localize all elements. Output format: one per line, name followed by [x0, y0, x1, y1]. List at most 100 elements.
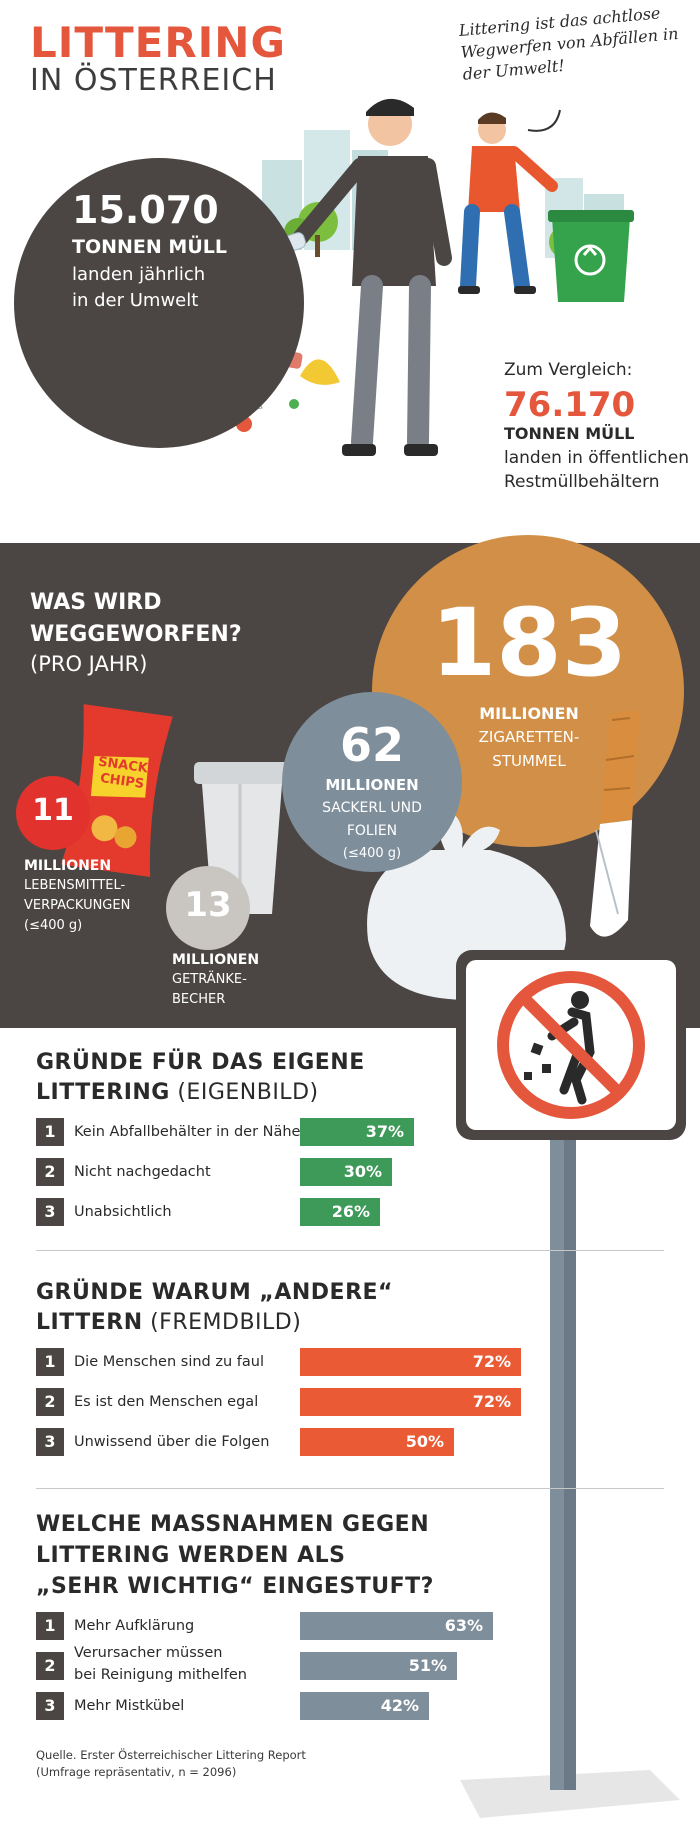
measures-title-line1: WELCHE MASSNAHMEN GEGEN: [36, 1512, 430, 1537]
reason-row: 2 Es ist den Menschen egal 72%: [36, 1388, 536, 1416]
rank-badge: 1: [36, 1612, 64, 1640]
reason-row: 3 Mehr Mistkübel 42%: [36, 1692, 536, 1720]
percentage-bar: 51%: [300, 1652, 457, 1680]
comparison-unit: TONNEN MÜLL: [504, 424, 635, 443]
percentage-bar: 50%: [300, 1428, 454, 1456]
cigarette-value: 183: [430, 589, 628, 698]
comparison-text-line2: Restmüllbehältern: [504, 472, 660, 492]
comparison-text-line1: landen in öffentlichen: [504, 448, 690, 468]
reason-label: Verursacher müssen: [74, 1645, 223, 1661]
person-grey-shirt: [247, 98, 452, 456]
food-packaging-stat-circle: [16, 776, 90, 850]
rank-badge: 3: [36, 1692, 64, 1720]
thrown-away-title-line2: WEGGEWORFEN?: [30, 622, 242, 647]
environment-stat-circle: [14, 158, 304, 448]
section-divider: [36, 1488, 664, 1489]
reason-label: Unabsichtlich: [74, 1204, 172, 1220]
litter-items-illustration: [61, 704, 640, 1000]
percentage-value: 72%: [472, 1392, 511, 1411]
rank-badge: 1: [36, 1118, 64, 1146]
bags-label-line4: (≤400 g): [342, 846, 402, 861]
cups-label-line2: GETRÄNKE-: [172, 972, 247, 987]
self-reasons-title-line1: GRÜNDE FÜR DAS EIGENE: [36, 1050, 365, 1075]
percentage-value: 30%: [343, 1162, 382, 1181]
rank-badge: 3: [36, 1428, 64, 1456]
source-line1: Quelle. Erster Österreichischer Litterin…: [36, 1748, 306, 1762]
chips-bag-icon: [61, 704, 173, 878]
comparison-label: Zum Vergleich:: [504, 360, 633, 380]
bags-label-line2: SACKERL UND: [322, 800, 422, 816]
recycling-bin-icon: [548, 210, 634, 302]
thrown-away-title-line1: WAS WIRD: [30, 590, 162, 615]
page-title: LITTERING: [30, 18, 286, 67]
no-littering-sign: [456, 950, 686, 1818]
rank-badge: 3: [36, 1198, 64, 1226]
rank-badge: 1: [36, 1348, 64, 1376]
littering-illustration: [140, 98, 634, 456]
rank-badge: 2: [36, 1652, 64, 1680]
environment-text-line2: in der Umwelt: [72, 290, 199, 311]
percentage-value: 37%: [365, 1122, 404, 1141]
self-reasons-title-line2: LITTERING (EIGENBILD): [36, 1080, 319, 1105]
food-packaging-value: 11: [32, 793, 74, 828]
reason-label: Kein Abfallbehälter in der Nähe: [74, 1124, 301, 1140]
reason-row: 3 Unabsichtlich 26%: [36, 1198, 536, 1226]
cigarette-label-line1: MILLIONEN: [479, 704, 579, 723]
definition-quote: Littering ist das achtlose Wegwerfen von…: [458, 3, 680, 84]
reason-label: Es ist den Menschen egal: [74, 1394, 259, 1410]
percentage-bar: 72%: [300, 1388, 521, 1416]
cigarette-icon: [590, 710, 640, 937]
cigarette-label-line2: ZIGARETTEN-: [478, 728, 580, 746]
page-subtitle: IN ÖSTERREICH: [30, 63, 277, 98]
percentage-bar: 63%: [300, 1612, 493, 1640]
bags-stat-circle: [282, 692, 462, 872]
rank-badge: 2: [36, 1388, 64, 1416]
reason-row: 1 Die Menschen sind zu faul 72%: [36, 1348, 536, 1376]
reason-label-line2: bei Reinigung mithelfen: [74, 1667, 247, 1683]
reason-label: Nicht nachgedacht: [74, 1164, 211, 1180]
cups-label-line1: MILLIONEN: [172, 952, 260, 968]
speech-pointer: [527, 109, 561, 132]
reason-label: Mehr Aufklärung: [74, 1618, 195, 1634]
reason-row: 2 Nicht nachgedacht 30%: [36, 1158, 536, 1186]
food-packaging-label-line3: VERPACKUNGEN: [24, 898, 131, 913]
other-reasons-title-line2: LITTERN (FREMDBILD): [36, 1310, 302, 1335]
environment-tonnage-unit: TONNEN MÜLL: [72, 236, 227, 258]
reason-row: 3 Unwissend über die Folgen 50%: [36, 1428, 536, 1456]
thrown-away-title-line3: (PRO JAHR): [30, 652, 148, 676]
measures-title-line3: „SEHR WICHTIG“ EINGESTUFT?: [36, 1574, 434, 1599]
cups-value: 13: [184, 885, 232, 925]
percentage-value: 26%: [331, 1202, 370, 1221]
reason-row: 1 Kein Abfallbehälter in der Nähe 37%: [36, 1118, 536, 1146]
percentage-bar: 37%: [300, 1118, 414, 1146]
percentage-value: 42%: [380, 1696, 419, 1715]
percentage-value: 51%: [408, 1656, 447, 1675]
percentage-bar: 42%: [300, 1692, 429, 1720]
environment-text-line1: landen jährlich: [72, 264, 206, 285]
percentage-value: 50%: [405, 1432, 444, 1451]
bags-value: 62: [339, 718, 404, 772]
comparison-value: 76.170: [504, 385, 636, 425]
sign-shadow: [460, 1770, 680, 1818]
bags-label-line3: FOLIEN: [346, 823, 398, 839]
food-packaging-label-line1: MILLIONEN: [24, 858, 112, 874]
cups-label-line3: BECHER: [172, 992, 226, 1007]
other-reasons-title-line1: GRÜNDE WARUM „ANDERE“: [36, 1280, 393, 1305]
reason-label: Unwissend über die Folgen: [74, 1434, 270, 1450]
reason-label: Mehr Mistkübel: [74, 1698, 185, 1714]
reason-row: 2 Verursacher müssen bei Reinigung mithelf…: [36, 1645, 536, 1683]
cups-stat-circle: [166, 866, 250, 950]
cup-icon: [194, 762, 290, 914]
percentage-bar: 72%: [300, 1348, 521, 1376]
no-littering-icon: [497, 971, 645, 1119]
section-divider: [36, 1250, 664, 1251]
environment-tonnage-value: 15.070: [72, 188, 219, 232]
source-line2: (Umfrage repräsentativ, n = 2096): [36, 1765, 237, 1779]
bags-label-line1: MILLIONEN: [325, 776, 419, 794]
food-packaging-label-line2: LEBENSMITTEL-: [24, 878, 126, 893]
reason-label: Die Menschen sind zu faul: [74, 1354, 264, 1370]
food-packaging-label-line4: (≤400 g): [24, 918, 83, 933]
percentage-bar: 26%: [300, 1198, 380, 1226]
reason-row: 1 Mehr Aufklärung 63%: [36, 1612, 536, 1640]
percentage-value: 72%: [472, 1352, 511, 1371]
